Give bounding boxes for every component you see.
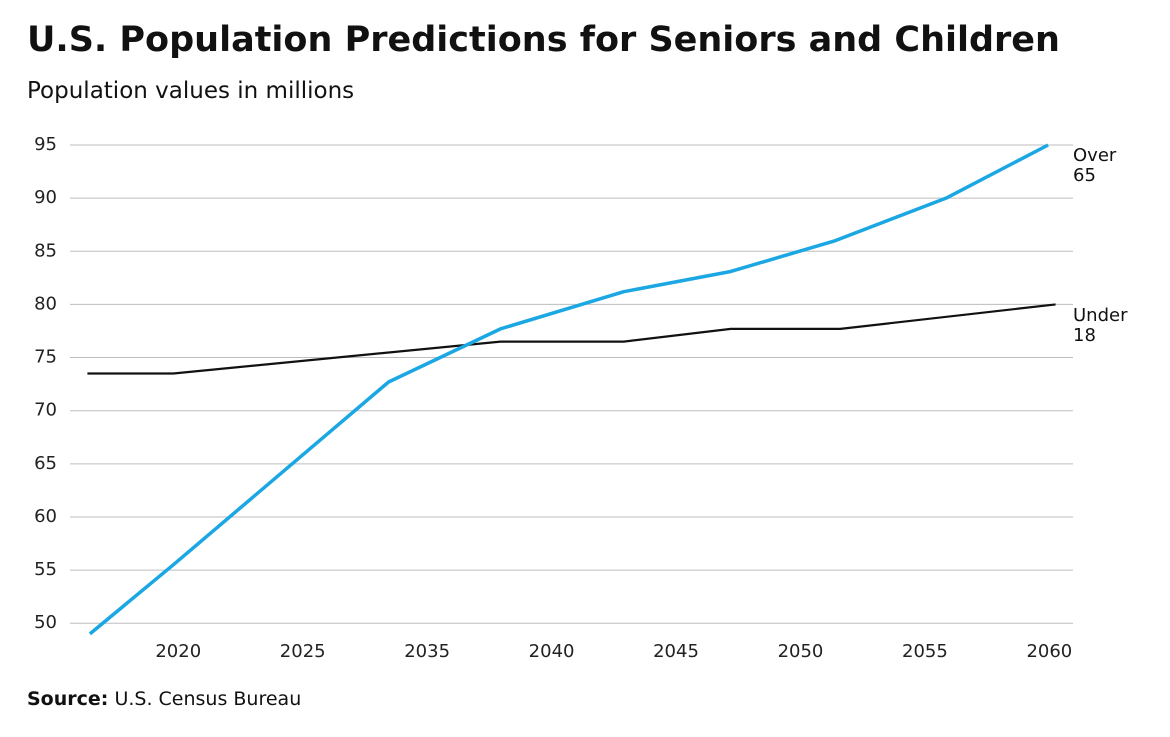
x-tick-label: 2025: [280, 641, 326, 662]
y-tick-label: 90: [34, 187, 57, 208]
x-tick-label: 2060: [1026, 641, 1072, 662]
x-tick-label: 2040: [529, 641, 575, 662]
x-tick-label: 2045: [653, 641, 699, 662]
y-tick-label: 55: [34, 559, 57, 580]
chart-title: U.S. Population Predictions for Seniors …: [27, 20, 1060, 60]
y-tick-label: 65: [34, 453, 57, 474]
series-label: Over 65: [1073, 145, 1117, 186]
series-label: Under 18: [1073, 305, 1128, 346]
series-line: [88, 143, 1049, 636]
y-tick-label: 50: [34, 612, 57, 633]
series-line: [87, 303, 1056, 375]
x-tick-label: 2050: [778, 641, 824, 662]
y-tick-label: 75: [34, 347, 57, 368]
x-tick-label: 2055: [902, 641, 948, 662]
source: Source: U.S. Census Bureau: [27, 688, 301, 710]
y-tick-label: 60: [34, 506, 57, 527]
x-tick-label: 2020: [155, 641, 201, 662]
y-tick-label: 80: [34, 293, 57, 314]
source-text: U.S. Census Bureau: [114, 688, 302, 710]
y-tick-label: 95: [34, 134, 57, 155]
y-tick-label: 70: [34, 400, 57, 421]
chart-subtitle: Population values in millions: [27, 78, 355, 104]
y-tick-label: 85: [34, 240, 57, 261]
x-tick-label: 2035: [404, 641, 450, 662]
source-label: Source:: [27, 688, 109, 710]
